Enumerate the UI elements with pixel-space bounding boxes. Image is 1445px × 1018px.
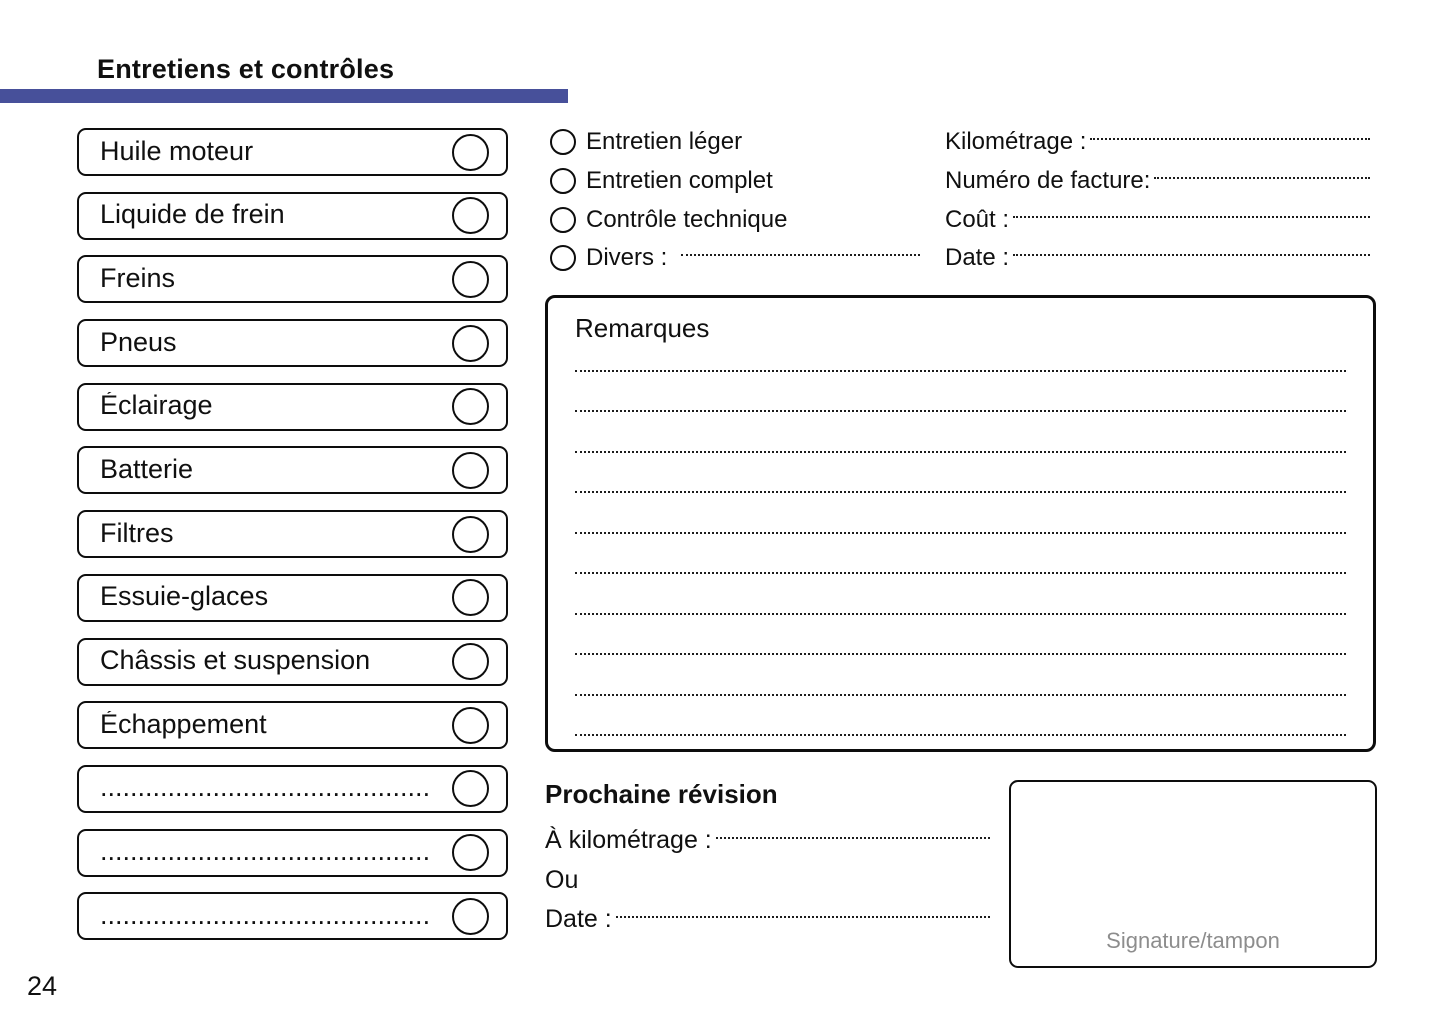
remarks-dotted-line (575, 534, 1346, 575)
checklist-row-exhaust: Échappement (77, 701, 508, 750)
field-label: Coût : (945, 205, 1010, 233)
service-type-light: Entretien léger (550, 123, 922, 162)
next-service-or: Ou (545, 861, 992, 901)
page-number: 24 (27, 971, 58, 1001)
remarks-dotted-line (575, 331, 1346, 372)
checklist-item-label: Pneus (100, 328, 177, 357)
remarks-box: Remarques (545, 295, 1376, 752)
dotted-fill-line (1090, 138, 1370, 141)
checklist-item-label: Échappement (100, 710, 267, 739)
invoice-detail-fields: Kilométrage : Numéro de facture: Coût : … (945, 123, 1372, 278)
dotted-fill-line (615, 915, 990, 918)
service-type-label: Divers : (586, 244, 668, 272)
checklist-row-engine-oil: Huile moteur (77, 128, 508, 176)
check-circle (452, 706, 489, 744)
check-circle (452, 197, 489, 235)
remarks-dotted-line (575, 412, 1346, 453)
service-type-options: Entretien léger Entretien complet Contrô… (550, 123, 922, 278)
check-circle (452, 770, 489, 808)
field-date: Date : (945, 239, 1372, 278)
check-circle (452, 324, 489, 362)
check-circle (452, 643, 489, 680)
check-circle (452, 451, 489, 489)
dotted-fill-line (1013, 215, 1370, 218)
checklist-item-label: Liquide de frein (100, 201, 285, 230)
checklist-row-blank-1: ........................................… (77, 764, 508, 813)
radio-circle (550, 206, 576, 233)
field-label: Date : (545, 905, 612, 934)
check-circle (452, 834, 489, 872)
checklist-item-label: Freins (100, 264, 176, 293)
checklist-item-label: Éclairage (100, 392, 213, 421)
check-circle (452, 133, 489, 171)
checklist-row-battery: Batterie (77, 446, 508, 495)
remarks-dotted-line (575, 696, 1346, 737)
checklist-item-label: Batterie (100, 455, 194, 484)
signature-stamp-box: Signature/tampon (1009, 780, 1377, 968)
checklist-item-label: ........................................… (100, 838, 431, 867)
radio-circle (550, 129, 576, 156)
checklist-item-label: ........................................… (100, 901, 431, 930)
dotted-fill-line (1013, 254, 1370, 257)
remarks-dotted-line (575, 453, 1346, 494)
service-type-other: Divers : (550, 239, 922, 278)
check-circle (452, 260, 489, 298)
field-mileage: Kilométrage : (945, 123, 1372, 162)
remarks-dotted-line (575, 655, 1346, 696)
service-type-full: Entretien complet (550, 162, 922, 201)
checklist-item-label: Filtres (100, 519, 174, 548)
field-invoice-number: Numéro de facture: (945, 162, 1372, 201)
next-service-mileage: À kilométrage : (545, 821, 992, 861)
service-type-label: Contrôle technique (586, 205, 788, 233)
remarks-dotted-line (575, 372, 1346, 413)
check-circle (452, 579, 489, 617)
title-underline-bar (0, 89, 568, 103)
remarks-dotted-line (575, 615, 1346, 656)
checklist-row-wipers: Essuie-glaces (77, 573, 508, 622)
checklist-row-lighting: Éclairage (77, 382, 508, 431)
next-service-title: Prochaine révision (545, 779, 778, 809)
checklist-item-label: Essuie-glaces (100, 583, 269, 612)
field-label: À kilométrage : (545, 826, 712, 855)
radio-circle (550, 245, 576, 272)
checklist-row-filters: Filtres (77, 510, 508, 559)
dotted-fill-line (681, 254, 920, 257)
check-circle (452, 897, 489, 935)
field-label: Kilométrage : (945, 128, 1087, 156)
remarks-title: Remarques (575, 313, 710, 343)
radio-circle (550, 168, 576, 195)
dotted-fill-line (1154, 177, 1370, 180)
dotted-fill-line (715, 836, 990, 839)
checklist-row-brake-fluid: Liquide de frein (77, 191, 508, 240)
checklist-item-label: ........................................… (100, 774, 431, 803)
maintenance-checklist: Huile moteur Liquide de frein Freins Pne… (77, 128, 508, 941)
checklist-row-tires: Pneus (77, 319, 508, 368)
signature-stamp-label: Signature/tampon (1106, 928, 1280, 953)
page-title: Entretiens et contrôles (97, 54, 395, 84)
check-circle (452, 515, 489, 553)
checklist-row-chassis-suspension: Châssis et suspension (77, 637, 508, 686)
next-service-section: Prochaine révision À kilométrage : Ou Da… (545, 779, 992, 940)
service-type-technical-inspection: Contrôle technique (550, 200, 922, 239)
checklist-row-blank-3: ........................................… (77, 892, 508, 941)
checklist-item-label: Huile moteur (100, 137, 254, 166)
field-label: Ou (545, 865, 579, 894)
checklist-row-brakes: Freins (77, 255, 508, 304)
next-service-date: Date : (545, 900, 992, 940)
remarks-dotted-line (575, 493, 1346, 534)
field-label: Numéro de facture: (945, 167, 1151, 195)
field-label: Date : (945, 244, 1010, 272)
remarks-dotted-line (575, 574, 1346, 615)
service-type-label: Entretien léger (586, 128, 743, 156)
checklist-row-blank-2: ........................................… (77, 828, 508, 877)
check-circle (452, 388, 489, 426)
service-type-label: Entretien complet (586, 167, 773, 195)
checklist-item-label: Châssis et suspension (100, 647, 371, 675)
field-cost: Coût : (945, 200, 1372, 239)
remarks-lines (575, 331, 1346, 737)
